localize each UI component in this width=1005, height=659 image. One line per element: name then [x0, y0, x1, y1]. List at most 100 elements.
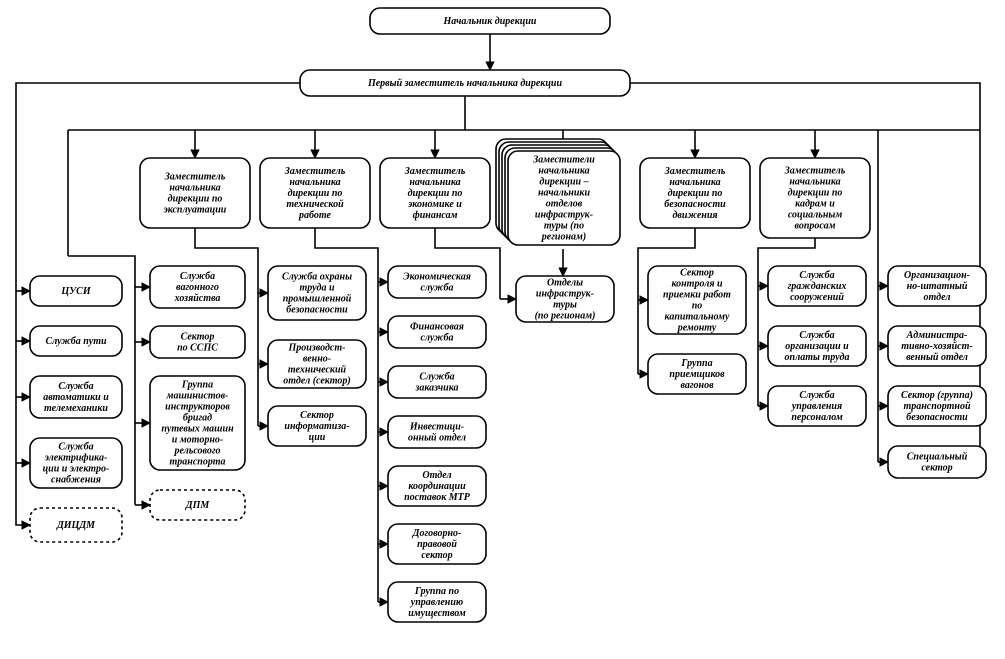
svg-text:ЦУСИ: ЦУСИ	[60, 286, 91, 297]
svg-text:дирекции по: дирекции по	[408, 188, 463, 199]
n_c6b: Группаприемщиковвагонов	[648, 354, 746, 394]
svg-text:Группа: Группа	[181, 379, 213, 390]
svg-text:транспорта: транспорта	[170, 456, 226, 467]
svg-text:Служба: Служба	[58, 441, 93, 452]
n_c4d: Инвестици-онный отдел	[388, 416, 486, 448]
svg-text:Служба: Служба	[180, 271, 215, 282]
n_c2a: Службавагонногохозяйства	[150, 266, 245, 308]
svg-text:венный отдел: венный отдел	[906, 352, 968, 363]
n_dep4: Заместителиначальникадирекции –начальник…	[496, 139, 620, 245]
n_c4c: Службазаказчика	[388, 366, 486, 398]
svg-text:капитальному: капитальному	[665, 311, 730, 322]
nodes: Начальник дирекции Первый заместитель нач…	[30, 8, 986, 622]
svg-text:поставок МТР: поставок МТР	[404, 492, 471, 503]
svg-text:начальника: начальника	[538, 165, 589, 176]
svg-text:приемки работ: приемки работ	[663, 289, 731, 300]
n_c4g: Группа поуправлениюимуществом	[388, 582, 486, 622]
svg-text:Отделы: Отделы	[547, 277, 583, 288]
org-chart: Начальник дирекции Первый заместитель нач…	[0, 0, 1005, 659]
svg-text:по: по	[692, 300, 703, 311]
svg-text:электрифика-: электрифика-	[44, 452, 108, 463]
svg-text:персоналом: персоналом	[791, 412, 842, 423]
svg-text:Заместитель: Заместитель	[284, 166, 346, 177]
svg-text:социальным: социальным	[788, 209, 843, 220]
svg-text:сектор: сектор	[921, 462, 952, 473]
svg-text:(по регионам): (по регионам)	[535, 310, 596, 321]
svg-text:отдел (сектор): отдел (сектор)	[283, 375, 350, 386]
n_c3c: Секторинформатиза-ции	[268, 406, 366, 446]
svg-text:Заместитель: Заместитель	[404, 166, 466, 177]
svg-text:начальника: начальника	[789, 176, 840, 187]
svg-text:машинистов-: машинистов-	[166, 390, 229, 401]
svg-text:Сектор (группа): Сектор (группа)	[901, 390, 973, 401]
svg-text:телемеханики: телемеханики	[44, 403, 108, 414]
svg-text:Заместители: Заместители	[532, 154, 595, 165]
svg-text:путевых машин: путевых машин	[161, 423, 234, 434]
svg-text:и моторно-: и моторно-	[172, 434, 223, 445]
svg-text:туры: туры	[553, 299, 577, 310]
svg-text:Служба: Служба	[419, 371, 454, 382]
svg-text:рельсового: рельсового	[173, 445, 220, 456]
n_c7c: Службауправленияперсоналом	[768, 386, 866, 426]
n_c6a: Секторконтроля иприемки работпокапитальн…	[648, 266, 746, 334]
svg-text:автоматики и: автоматики и	[43, 392, 109, 403]
svg-text:инфраструк-: инфраструк-	[536, 288, 594, 299]
svg-text:ДПМ: ДПМ	[185, 500, 211, 511]
svg-text:приемщиков: приемщиков	[669, 369, 725, 380]
svg-text:Группа: Группа	[680, 358, 712, 369]
svg-text:Начальник дирекции: Начальник дирекции	[443, 16, 537, 27]
svg-text:Заместитель: Заместитель	[164, 171, 226, 182]
svg-text:информатиза-: информатиза-	[284, 421, 349, 432]
svg-text:управлению: управлению	[410, 597, 463, 608]
svg-text:дирекции по: дирекции по	[288, 188, 343, 199]
n_c5a: Отделыинфраструк-туры(по регионам)	[516, 276, 614, 322]
svg-text:безопасности: безопасности	[906, 412, 968, 423]
svg-text:начальника: начальника	[669, 177, 720, 188]
svg-text:туры (по: туры (по	[544, 220, 584, 231]
svg-text:имуществом: имуществом	[408, 608, 466, 619]
n_c3b: Производст-венно-техническийотдел (секто…	[268, 340, 366, 388]
svg-text:дирекции по: дирекции по	[668, 188, 723, 199]
svg-text:гражданских: гражданских	[788, 281, 847, 292]
svg-text:Сектор: Сектор	[300, 410, 334, 421]
svg-text:Производст-: Производст-	[288, 342, 346, 353]
svg-text:оплаты труда: оплаты труда	[785, 352, 850, 363]
n_c2b: Секторпо ССПС	[150, 326, 245, 358]
svg-text:регионам): регионам)	[541, 231, 586, 242]
svg-text:начальника: начальника	[289, 177, 340, 188]
svg-text:кадрам и: кадрам и	[795, 198, 835, 209]
svg-text:Служба охраны: Служба охраны	[282, 271, 352, 282]
n_first: Первый заместитель начальника дирекции	[300, 70, 630, 96]
svg-text:Специальный: Специальный	[907, 451, 968, 462]
svg-text:отдел: отдел	[924, 292, 951, 303]
n_c7b: Службаорганизации иоплаты труда	[768, 326, 866, 366]
n_c1b: Служба пути	[30, 326, 122, 356]
svg-text:безопасности: безопасности	[286, 304, 348, 315]
svg-text:Организацион-: Организацион-	[904, 270, 970, 281]
svg-text:Служба: Служба	[799, 390, 834, 401]
svg-text:начальника: начальника	[409, 177, 460, 188]
svg-text:безопасности: безопасности	[664, 199, 726, 210]
svg-text:координации: координации	[408, 481, 466, 492]
n_dep5: Заместительначальникадирекции побезопасн…	[640, 158, 750, 228]
svg-text:организации и: организации и	[785, 341, 849, 352]
svg-text:ДИЦДМ: ДИЦДМ	[56, 520, 96, 531]
svg-text:Заместитель: Заместитель	[784, 165, 846, 176]
svg-text:вагонов: вагонов	[680, 380, 714, 391]
svg-text:дирекции по: дирекции по	[788, 187, 843, 198]
svg-text:венно-: венно-	[303, 353, 331, 364]
svg-text:Договорно-: Договорно-	[412, 528, 462, 539]
n_c4f: Договорно-правовойсектор	[388, 524, 486, 564]
svg-text:по ССПС: по ССПС	[177, 342, 218, 353]
svg-text:вагонного: вагонного	[176, 282, 219, 293]
svg-text:Инвестици-: Инвестици-	[409, 421, 464, 432]
svg-text:вопросам: вопросам	[795, 220, 836, 231]
svg-text:начальника: начальника	[169, 182, 220, 193]
n_r4: Специальныйсектор	[888, 446, 986, 478]
svg-text:Служба: Служба	[799, 270, 834, 281]
svg-text:Первый заместитель начальника: Первый заместитель начальника дирекции	[367, 78, 563, 89]
svg-text:дирекции по: дирекции по	[168, 193, 223, 204]
svg-text:ремонту: ремонту	[677, 322, 717, 333]
svg-text:движения: движения	[672, 210, 717, 221]
svg-text:заказчика: заказчика	[414, 382, 458, 393]
